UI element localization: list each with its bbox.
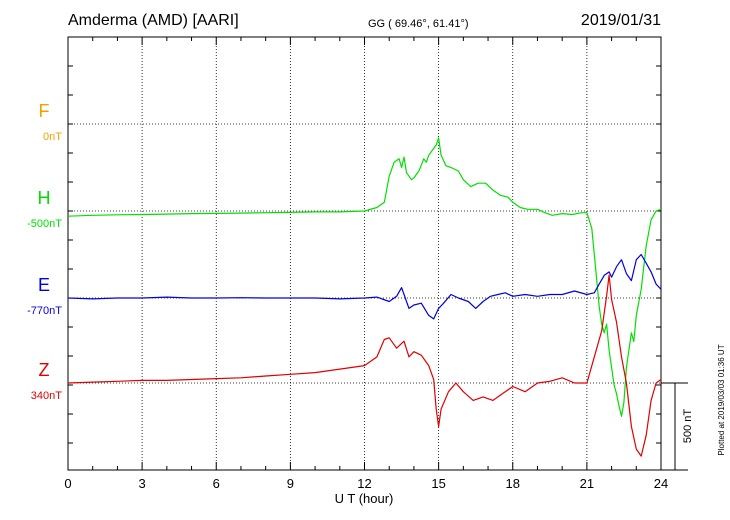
x-tick-label: 24	[654, 476, 668, 491]
series-line-h	[67, 137, 662, 417]
series-labels: F 0nT H -500nT E -770nT Z 340nT	[27, 101, 62, 402]
plotted-at-note: Plotted at 2019/03/03 01:36 UT	[717, 344, 726, 455]
series-baseline-f: 0nT	[43, 131, 62, 143]
x-tick-label: 18	[506, 476, 520, 491]
x-tick-label: 0	[64, 476, 71, 491]
x-tick-label: 15	[431, 476, 445, 491]
x-axis-label: U T (hour)	[335, 491, 394, 506]
series-baseline-z: 340nT	[31, 390, 62, 402]
series-baseline-e: -770nT	[27, 305, 62, 317]
x-tick-labels: 0 3 6 9 12 15 18 21 24	[64, 476, 668, 491]
x-tick-label: 3	[139, 476, 146, 491]
station-title: Amderma (AMD) [AARI]	[68, 12, 239, 29]
series-baseline-h: -500nT	[27, 218, 62, 230]
series-line-e	[67, 253, 662, 320]
station-coords: GG ( 69.46°, 61.41°)	[368, 18, 469, 30]
series-name-e: E	[38, 275, 50, 295]
x-tick-label: 9	[287, 476, 294, 491]
series-name-h: H	[38, 188, 51, 208]
x-tick-label: 6	[213, 476, 220, 491]
scale-bar: 500 nT	[661, 382, 694, 471]
series-line-z	[67, 274, 662, 457]
x-tick-label: 12	[357, 476, 371, 491]
series-name-z: Z	[39, 360, 50, 380]
chart-date: 2019/01/31	[581, 12, 661, 29]
grid-lines	[68, 37, 661, 470]
series-lines	[67, 137, 662, 457]
series-name-f: F	[39, 101, 50, 121]
x-tick-label: 21	[580, 476, 594, 491]
scale-bar-label: 500 nT	[682, 409, 694, 444]
